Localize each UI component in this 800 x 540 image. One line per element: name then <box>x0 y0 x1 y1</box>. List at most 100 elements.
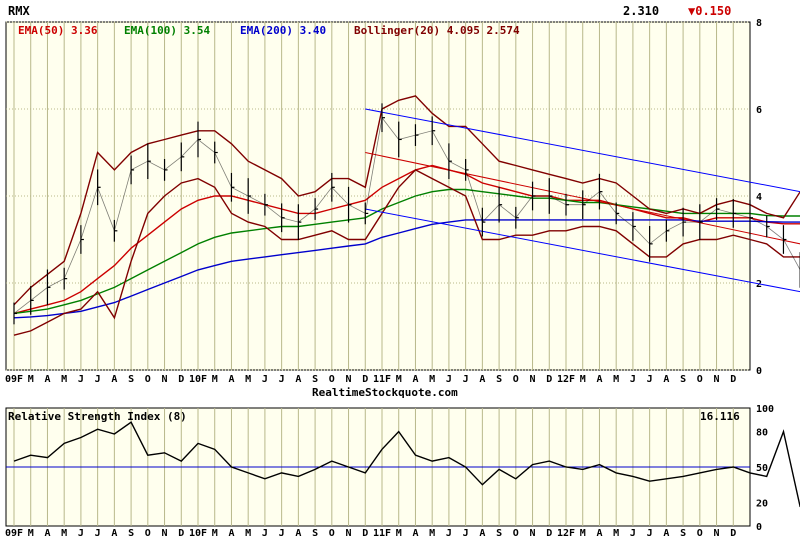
series-ema-100 <box>13 188 800 315</box>
price-month-label: J <box>463 374 469 385</box>
price-month-label: J <box>630 374 636 385</box>
rsi-month-label: O <box>513 528 519 539</box>
rsi-value: 16.116 <box>700 410 740 423</box>
rsi-month-label: M <box>429 528 435 539</box>
price-month-label: J <box>446 374 452 385</box>
rsi-month-label: 12F <box>557 528 575 539</box>
series-ema-50 <box>13 164 800 315</box>
rsi-title: Relative Strength Index (8) <box>8 410 187 423</box>
price-month-label: J <box>279 374 285 385</box>
price-axis-tick: 8 <box>756 18 762 29</box>
rsi-month-label: A <box>111 528 117 539</box>
rsi-month-label: M <box>61 528 67 539</box>
rsi-month-label: O <box>145 528 151 539</box>
price-month-label: 10F <box>189 374 207 385</box>
price-month-label: M <box>212 374 218 385</box>
price-axis-tick: 2 <box>756 279 762 290</box>
rsi-month-label: A <box>295 528 301 539</box>
series-bollinger-20-lower <box>13 169 800 336</box>
rsi-month-label: J <box>279 528 285 539</box>
rsi-series-group <box>6 421 800 508</box>
rsi-month-label: D <box>546 528 552 539</box>
price-series-group <box>13 95 800 336</box>
rsi-month-label: J <box>262 528 268 539</box>
price-month-label: 09F <box>5 374 23 385</box>
rsi-month-label: D <box>178 528 184 539</box>
price-month-label: J <box>95 374 101 385</box>
price-month-label: D <box>730 374 736 385</box>
price-axis-tick: 6 <box>756 105 762 116</box>
price-month-label: M <box>429 374 435 385</box>
rsi-month-label: J <box>630 528 636 539</box>
rsi-month-label: 11F <box>373 528 391 539</box>
price-month-label: M <box>245 374 251 385</box>
rsi-month-label: N <box>530 528 536 539</box>
price-month-label: O <box>513 374 519 385</box>
rsi-month-label: 09F <box>5 528 23 539</box>
price-month-label: N <box>530 374 536 385</box>
legend-ema50: EMA(50) 3.36 <box>18 24 98 37</box>
price-month-label: M <box>396 374 402 385</box>
rsi-month-label: N <box>714 528 720 539</box>
series-rsi <box>13 421 800 508</box>
rsi-month-label: S <box>312 528 318 539</box>
legend-ema200: EMA(200) 3.40 <box>240 24 326 37</box>
rsi-axis-tick: 100 <box>756 404 774 415</box>
rsi-month-label: J <box>647 528 653 539</box>
series-ema-200 <box>13 219 800 319</box>
price-axis-tick: 0 <box>756 366 762 377</box>
rsi-month-label: M <box>245 528 251 539</box>
price-month-label: A <box>663 374 669 385</box>
rsi-month-label: M <box>613 528 619 539</box>
rsi-month-label: M <box>580 528 586 539</box>
price-month-label: O <box>145 374 151 385</box>
price-change: ▼0.150 <box>688 4 731 18</box>
price-month-label: 12F <box>557 374 575 385</box>
rsi-axis-tick: 80 <box>756 428 768 439</box>
price-month-label: S <box>680 374 686 385</box>
price-month-label: A <box>596 374 602 385</box>
price-month-label: S <box>496 374 502 385</box>
price-month-label: O <box>697 374 703 385</box>
series-bollinger-20-upper <box>13 95 800 306</box>
rsi-month-label: A <box>412 528 418 539</box>
price-month-label: M <box>613 374 619 385</box>
series-price <box>13 116 800 314</box>
price-month-label: O <box>329 374 335 385</box>
trendline-channel-upper <box>365 108 800 193</box>
rsi-axis-tick: 0 <box>756 522 762 533</box>
rsi-month-label: A <box>663 528 669 539</box>
price-month-label: M <box>28 374 34 385</box>
rsi-month-label: D <box>730 528 736 539</box>
rsi-month-label: 10F <box>189 528 207 539</box>
rsi-month-label: A <box>479 528 485 539</box>
price-month-label: J <box>647 374 653 385</box>
legend-bollinger: Bollinger(20) 4.095 2.574 <box>354 24 520 37</box>
price-month-label: N <box>346 374 352 385</box>
price-month-label: A <box>412 374 418 385</box>
price-month-label: J <box>78 374 84 385</box>
rsi-month-label: J <box>446 528 452 539</box>
rsi-month-label: M <box>396 528 402 539</box>
watermark: RealtimeStockquote.com <box>312 386 458 399</box>
last-price: 2.310 <box>623 4 659 18</box>
price-month-label: A <box>479 374 485 385</box>
price-month-label: A <box>295 374 301 385</box>
rsi-month-label: S <box>496 528 502 539</box>
price-month-label: J <box>262 374 268 385</box>
price-month-label: D <box>178 374 184 385</box>
price-month-label: M <box>580 374 586 385</box>
rsi-month-label: N <box>162 528 168 539</box>
rsi-axis-tick: 20 <box>756 498 768 509</box>
rsi-month-label: O <box>697 528 703 539</box>
rsi-month-label: J <box>95 528 101 539</box>
price-month-label: N <box>714 374 720 385</box>
price-month-label: A <box>228 374 234 385</box>
price-month-label: S <box>128 374 134 385</box>
trendline-channel-lower <box>365 208 800 293</box>
rsi-month-label: O <box>329 528 335 539</box>
rsi-month-label: D <box>362 528 368 539</box>
rsi-axis-tick: 50 <box>756 463 768 474</box>
rsi-month-label: J <box>78 528 84 539</box>
